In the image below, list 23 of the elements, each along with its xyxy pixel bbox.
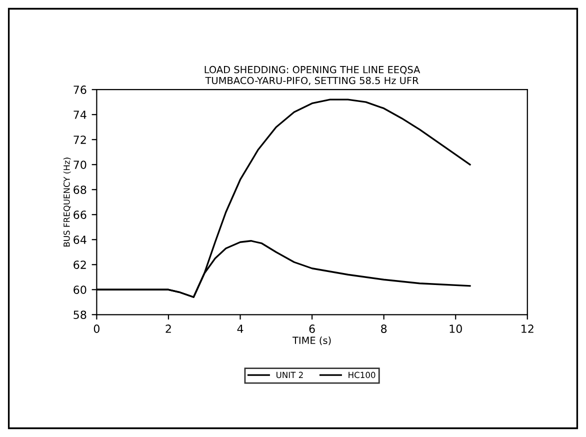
x-tick-label: 12	[522, 324, 534, 333]
y-tick-label: 72	[74, 136, 86, 144]
y-tick-label: 74	[74, 110, 86, 119]
x-axis-title: TIME (s)	[292, 336, 331, 346]
legend-label: HC100	[348, 372, 376, 378]
y-tick-label: 68	[74, 186, 86, 194]
x-tick-label: 8	[381, 324, 387, 333]
y-tick-label: 60	[74, 286, 86, 294]
y-tick-label: 64	[74, 236, 86, 244]
x-tick-label: 6	[309, 324, 315, 333]
x-tick-label: 10	[450, 324, 462, 333]
x-tick-label: 2	[166, 324, 171, 333]
legend-label: UNIT 2	[276, 372, 303, 378]
x-tick-label: 0	[94, 324, 100, 333]
y-tick-label: 76	[74, 86, 86, 94]
y-tick-label: 66	[74, 210, 86, 219]
x-tick-label: 4	[237, 324, 244, 333]
y-tick-label: 70	[74, 160, 86, 169]
chart-subtitle: TUMBACO-YARU-PIFO, SETTING 58.5 Hz UFR	[205, 76, 419, 86]
y-tick-label: 62	[74, 260, 86, 270]
y-axis-title: BUS FREQUENCY (Hz)	[63, 158, 71, 246]
chart-title: LOAD SHEDDING: OPENING THE LINE EEQSA	[204, 66, 420, 74]
y-tick-label: 58	[74, 310, 86, 320]
